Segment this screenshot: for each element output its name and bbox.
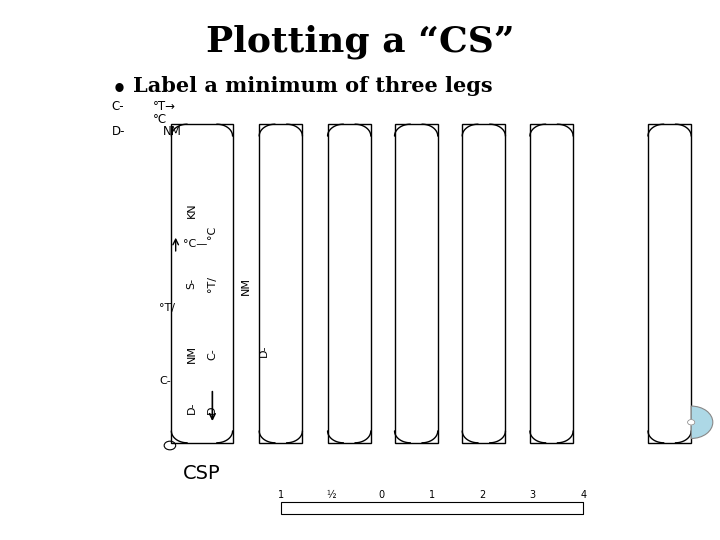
Wedge shape	[691, 406, 713, 438]
Text: D-: D-	[258, 345, 269, 357]
Text: S-: S-	[186, 278, 197, 289]
Bar	[171, 124, 233, 443]
Text: CSP: CSP	[183, 464, 221, 483]
Text: 1: 1	[429, 490, 435, 500]
Text: Label a minimum of three legs: Label a minimum of three legs	[133, 76, 492, 96]
Text: Plotting a “CS”: Plotting a “CS”	[206, 24, 514, 59]
Bar	[462, 124, 505, 443]
Text: D-: D-	[207, 401, 217, 414]
Text: NM: NM	[163, 125, 181, 138]
Text: 2: 2	[480, 490, 485, 500]
Bar	[281, 502, 583, 514]
Text: °T→: °T→	[153, 100, 176, 113]
Text: D-: D-	[112, 125, 125, 138]
Text: NM: NM	[186, 345, 197, 363]
Text: °C: °C	[153, 113, 167, 126]
Text: 1: 1	[278, 490, 284, 500]
Text: °T/: °T/	[207, 275, 217, 292]
Bar	[328, 124, 371, 443]
Text: °C: °C	[207, 226, 217, 239]
Text: 4: 4	[580, 490, 586, 500]
Text: NM: NM	[240, 277, 251, 295]
Text: D-: D-	[186, 401, 197, 414]
Text: 3: 3	[530, 490, 536, 500]
Text: °C—: °C—	[183, 239, 207, 249]
Text: •: •	[112, 77, 127, 100]
Bar	[395, 124, 438, 443]
Bar	[530, 124, 573, 443]
Text: C-: C-	[112, 100, 125, 113]
Text: C-: C-	[207, 348, 217, 360]
Text: °T/: °T/	[159, 303, 175, 313]
Text: 0: 0	[379, 490, 384, 500]
Circle shape	[688, 420, 695, 425]
Text: C-: C-	[159, 376, 171, 386]
Bar	[259, 124, 302, 443]
Bar	[648, 124, 691, 443]
Text: KN: KN	[186, 203, 197, 218]
Text: ½: ½	[326, 490, 336, 500]
